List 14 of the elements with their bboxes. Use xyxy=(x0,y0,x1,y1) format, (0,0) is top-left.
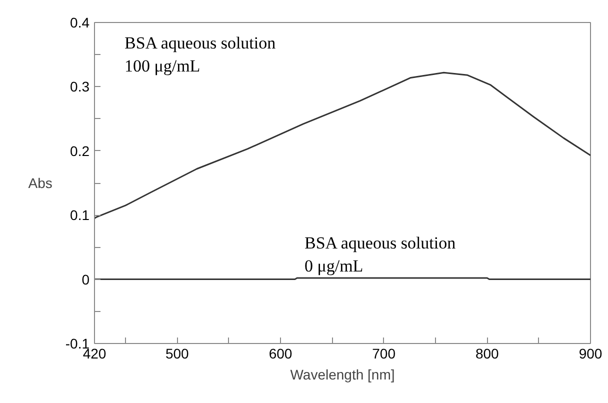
annotation: BSA aqueous solution 0 μg/mL xyxy=(304,234,456,276)
annotation: BSA aqueous solution 100 μg/mL xyxy=(124,34,276,76)
y-tick-label: 0.3 xyxy=(70,78,90,95)
y-tick-label: 0 xyxy=(82,271,90,288)
x-tick-label: 900 xyxy=(578,346,602,362)
x-axis-title: Wavelength [nm] xyxy=(290,366,395,382)
y-tick-label: 0.4 xyxy=(70,14,90,30)
x-tick-label: 500 xyxy=(165,346,190,362)
x-tick-label: 800 xyxy=(475,346,500,362)
y-tick-label: 0.1 xyxy=(70,207,90,224)
x-tick-label: 600 xyxy=(268,346,292,362)
x-tick-label: 700 xyxy=(372,346,396,362)
y-axis-title: Abs xyxy=(28,175,52,191)
y-tick-label: 0.2 xyxy=(70,142,90,159)
